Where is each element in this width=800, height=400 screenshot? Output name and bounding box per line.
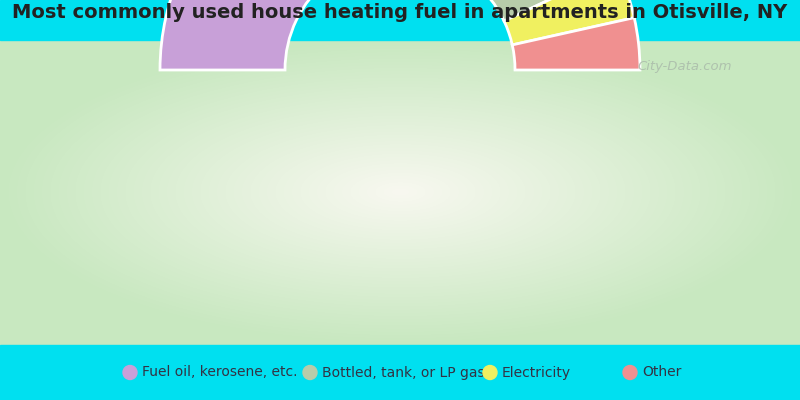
Wedge shape <box>425 0 617 21</box>
Wedge shape <box>160 0 452 70</box>
Text: Electricity: Electricity <box>502 366 571 380</box>
Text: Fuel oil, kerosene, etc.: Fuel oil, kerosene, etc. <box>142 366 298 380</box>
Circle shape <box>123 366 137 380</box>
Text: City-Data.com: City-Data.com <box>638 60 732 73</box>
Wedge shape <box>504 0 634 45</box>
Bar <box>0 345 800 400</box>
Text: Bottled, tank, or LP gas: Bottled, tank, or LP gas <box>322 366 485 380</box>
Circle shape <box>483 366 497 380</box>
Circle shape <box>623 366 637 380</box>
Circle shape <box>303 366 317 380</box>
Text: Other: Other <box>642 366 682 380</box>
Bar <box>0 0 800 40</box>
Wedge shape <box>512 18 640 70</box>
Text: Most commonly used house heating fuel in apartments in Otisville, NY: Most commonly used house heating fuel in… <box>12 3 788 22</box>
